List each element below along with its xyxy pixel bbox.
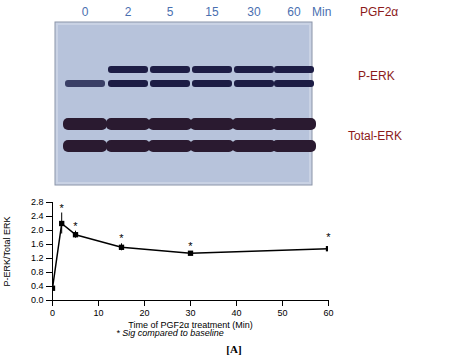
svg-text:0: 0 (50, 308, 55, 318)
svg-text:0.4: 0.4 (31, 281, 44, 291)
svg-text:10: 10 (93, 308, 103, 318)
svg-text:*: * (119, 232, 124, 244)
svg-text:30: 30 (247, 5, 261, 19)
svg-text:PGF2α: PGF2α (360, 5, 398, 19)
svg-text:5: 5 (167, 5, 174, 19)
svg-text:Time of PGF2α treatment (Min): Time of PGF2α treatment (Min) (128, 319, 253, 330)
svg-text:30: 30 (185, 308, 195, 318)
svg-text:*: * (326, 231, 331, 243)
html-text:* Sig compared to baseline: * Sig compared to baseline (116, 328, 224, 338)
svg-text:0: 0 (82, 5, 89, 19)
svg-text:40: 40 (231, 308, 241, 318)
svg-text:1.2: 1.2 (31, 253, 44, 263)
svg-text:Total-ERK: Total-ERK (348, 129, 402, 143)
svg-text:1.6: 1.6 (31, 239, 44, 249)
svg-text:*: * (188, 240, 193, 252)
svg-text:*: * (60, 202, 65, 214)
svg-text:Min: Min (312, 5, 331, 19)
svg-text:60: 60 (287, 5, 301, 19)
svg-text:P-ERK: P-ERK (358, 69, 395, 83)
svg-text:2.0: 2.0 (31, 225, 44, 235)
svg-text:50: 50 (277, 308, 287, 318)
svg-text:2.4: 2.4 (31, 211, 44, 221)
svg-text:2.8: 2.8 (31, 197, 44, 207)
svg-text:*: * (73, 220, 78, 232)
svg-text:20: 20 (139, 308, 149, 318)
svg-text:15: 15 (205, 5, 219, 19)
svg-text:0.0: 0.0 (31, 295, 44, 305)
html-text:[A]: [A] (226, 343, 242, 355)
svg-text:60: 60 (323, 308, 333, 318)
svg-text:P-ERK/Total ERK: P-ERK/Total ERK (2, 216, 12, 286)
svg-text:0.8: 0.8 (31, 267, 44, 277)
svg-text:2: 2 (125, 5, 132, 19)
